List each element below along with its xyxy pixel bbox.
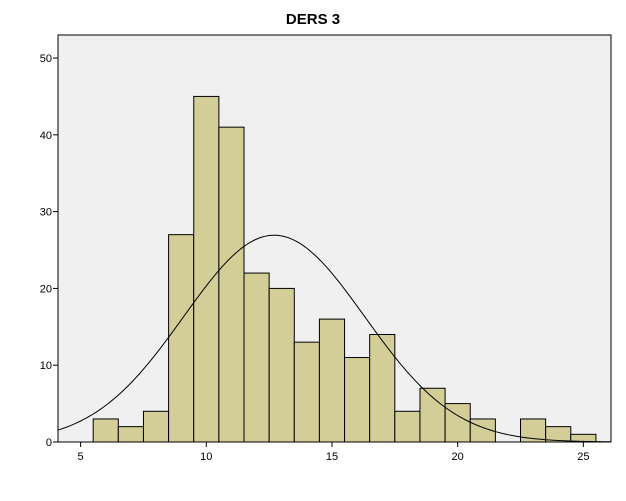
histogram-bar-13 <box>394 410 421 443</box>
y-tick-label-40: 40 <box>40 130 52 142</box>
histogram-bar-10 <box>318 318 346 443</box>
y-tick-label-0: 0 <box>46 437 52 449</box>
histogram-bar-9 <box>293 341 320 443</box>
x-tick-label-10: 10 <box>200 451 212 463</box>
histogram-bars <box>92 95 597 443</box>
y-tick-label-20: 20 <box>40 283 52 295</box>
y-tick-label-50: 50 <box>40 53 52 65</box>
chart-title: DERS 3 <box>285 11 341 28</box>
x-tick-label-15: 15 <box>326 451 338 463</box>
x-axis: 5 10 15 20 25 <box>78 442 589 463</box>
x-tick-label-5: 5 <box>78 451 84 463</box>
x-tick-label-25: 25 <box>577 451 589 463</box>
y-tick-label-30: 30 <box>40 207 52 219</box>
histogram-bar-12 <box>369 333 396 443</box>
normal-curve <box>57 234 612 443</box>
histogram-bar-5 <box>193 95 220 443</box>
histogram-bar-8 <box>268 287 295 443</box>
x-tick-label-20: 20 <box>452 451 464 463</box>
histogram-bar-6 <box>218 126 245 443</box>
y-tick-label-10: 10 <box>40 360 52 372</box>
histogram-bar-3 <box>142 410 170 443</box>
y-axis: 0 10 20 30 40 50 <box>40 53 58 449</box>
histogram-bar-11 <box>344 357 371 443</box>
histogram-bar-4 <box>168 234 195 443</box>
histogram-bar-14 <box>419 387 446 443</box>
histogram-bar-1 <box>92 418 119 443</box>
histogram-bar-7 <box>243 272 270 443</box>
histogram-bar-2 <box>117 426 144 443</box>
